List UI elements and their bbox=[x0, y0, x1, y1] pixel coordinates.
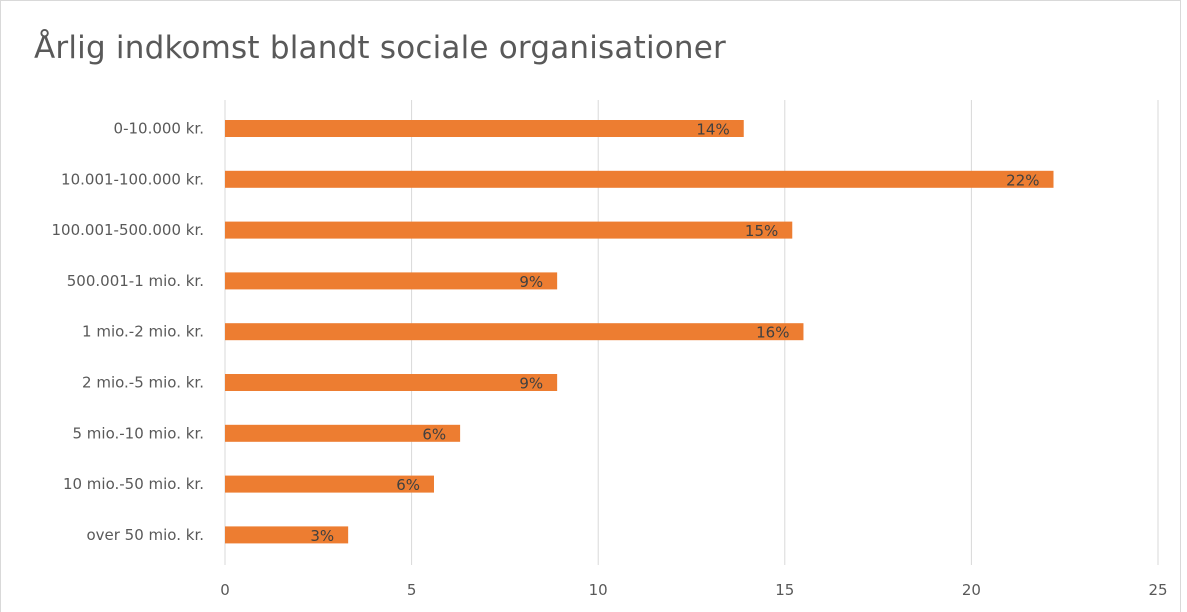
category-label: 5 mio.-10 mio. kr. bbox=[72, 424, 204, 442]
bars bbox=[225, 120, 1054, 544]
category-label: over 50 mio. kr. bbox=[86, 526, 204, 544]
data-label: 16% bbox=[756, 324, 789, 342]
category-label: 2 mio.-5 mio. kr. bbox=[82, 374, 204, 392]
category-label: 1 mio.-2 mio. kr. bbox=[82, 323, 204, 341]
data-label: 6% bbox=[396, 476, 420, 494]
category-label: 100.001-500.000 kr. bbox=[52, 221, 204, 239]
bar bbox=[225, 374, 558, 391]
data-label: 15% bbox=[745, 222, 778, 240]
bar bbox=[225, 120, 744, 137]
x-tick-label: 0 bbox=[220, 581, 230, 599]
bar bbox=[225, 170, 1054, 188]
data-label: 22% bbox=[1006, 171, 1039, 189]
x-tick-label: 25 bbox=[1148, 581, 1167, 599]
category-label: 10.001-100.000 kr. bbox=[61, 170, 204, 188]
data-label: 9% bbox=[519, 375, 543, 393]
bar bbox=[225, 323, 804, 341]
bar bbox=[225, 475, 434, 493]
x-tick-label: 20 bbox=[962, 581, 981, 599]
bar bbox=[225, 272, 558, 290]
data-labels: 14% 22% 15% 9% 16% 9% 6% 6% 3% bbox=[310, 121, 1039, 545]
category-label: 0-10.000 kr. bbox=[114, 120, 204, 138]
category-labels: 0-10.000 kr. 10.001-100.000 kr. 100.001-50… bbox=[52, 120, 204, 544]
category-label: 10 mio.-50 mio. kr. bbox=[63, 475, 204, 493]
data-label: 6% bbox=[422, 425, 446, 443]
x-tick-label: 10 bbox=[589, 581, 608, 599]
data-label: 14% bbox=[696, 121, 729, 139]
x-tick-label: 15 bbox=[775, 581, 794, 599]
bar bbox=[225, 221, 793, 239]
chart-title: Årlig indkomst blandt sociale organisati… bbox=[34, 30, 726, 66]
category-label: 500.001-1 mio. kr. bbox=[67, 272, 204, 290]
bar bbox=[225, 424, 461, 442]
x-tick-labels: 0 5 10 15 20 25 bbox=[220, 581, 1167, 599]
x-tick-label: 5 bbox=[407, 581, 417, 599]
bar bbox=[225, 526, 349, 544]
data-label: 3% bbox=[310, 527, 334, 545]
data-label: 9% bbox=[519, 273, 543, 291]
